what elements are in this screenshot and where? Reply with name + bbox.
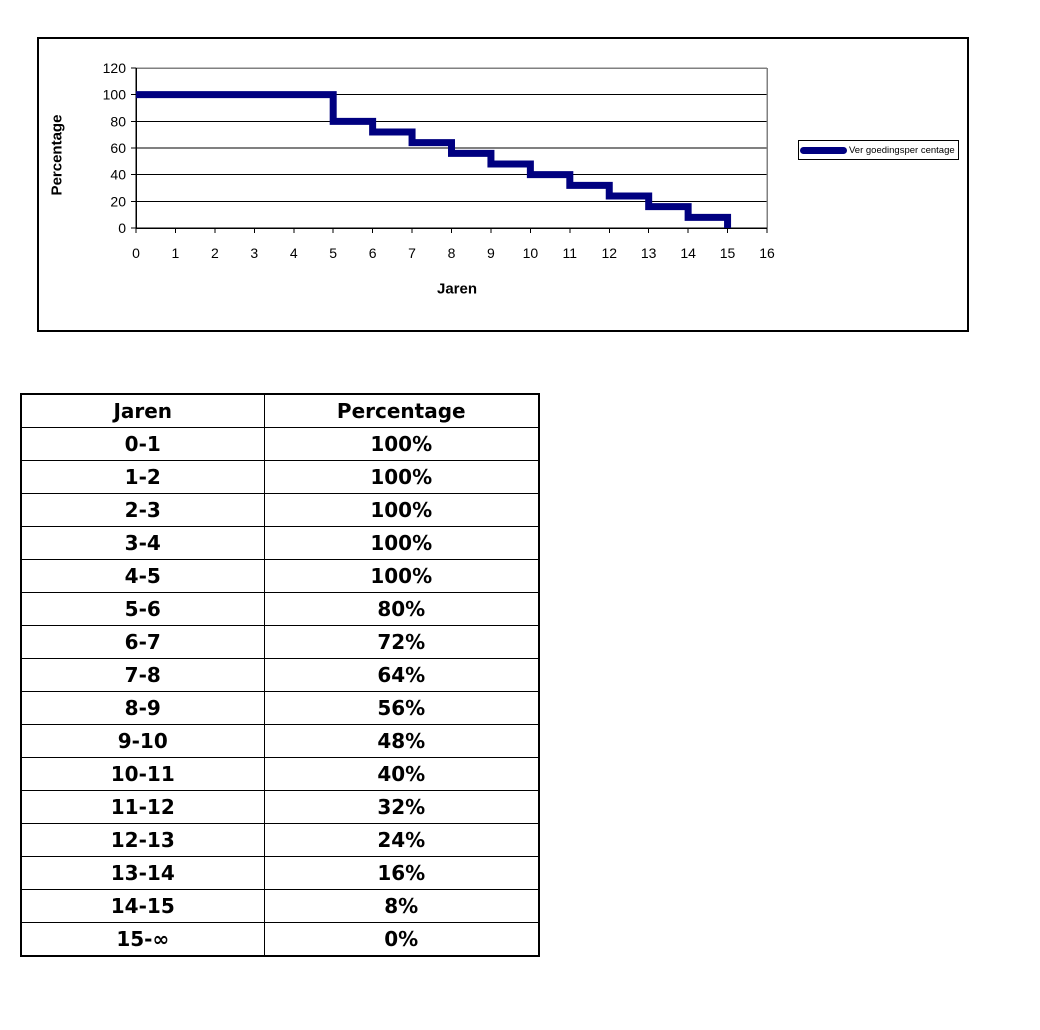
cell-jaren: 14-15 <box>20 889 265 923</box>
x-tick-label: 3 <box>250 245 258 261</box>
cell-jaren: 1-2 <box>20 460 265 494</box>
cell-percentage: 72% <box>263 625 540 659</box>
x-axis-title: Jaren <box>436 280 478 298</box>
cell-jaren: 15-∞ <box>20 922 265 957</box>
table-row: 2-3 100% <box>20 493 540 527</box>
y-axis-title: Percentage <box>48 114 66 196</box>
x-tick-label: 16 <box>759 245 775 261</box>
table-row: 13-14 16% <box>20 856 540 890</box>
table-header-jaren: Jaren <box>20 393 265 428</box>
series-step-line <box>136 91 732 228</box>
cell-percentage: 100% <box>263 427 540 461</box>
x-tick-label: 8 <box>448 245 456 261</box>
table-row: 14-15 8% <box>20 889 540 923</box>
cell-percentage: 0% <box>263 922 540 957</box>
cell-jaren: 4-5 <box>20 559 265 593</box>
cell-percentage: 24% <box>263 823 540 857</box>
table-row: 5-6 80% <box>20 592 540 626</box>
x-tick-label: 13 <box>641 245 657 261</box>
x-tick-label: 2 <box>211 245 219 261</box>
table-row: 3-4 100% <box>20 526 540 560</box>
x-tick-label: 7 <box>408 245 416 261</box>
x-tick-label: 4 <box>290 245 298 261</box>
table-body: 0-1 100% 1-2 100% 2-3 100% 3-4 100% 4-5 100% 5-6 80… <box>20 427 540 957</box>
cell-jaren: 2-3 <box>20 493 265 527</box>
cell-jaren: 11-12 <box>20 790 265 824</box>
table-row: 4-5 100% <box>20 559 540 593</box>
y-tick-label: 80 <box>110 113 126 129</box>
table-row: 9-10 48% <box>20 724 540 758</box>
cell-percentage: 100% <box>263 526 540 560</box>
cell-jaren: 0-1 <box>20 427 265 461</box>
x-tick-label: 10 <box>523 245 539 261</box>
cell-percentage: 100% <box>263 493 540 527</box>
cell-jaren: 7-8 <box>20 658 265 692</box>
cell-percentage: 64% <box>263 658 540 692</box>
y-tick-label: 20 <box>110 193 126 209</box>
cell-jaren: 13-14 <box>20 856 265 890</box>
y-tick-label: 0 <box>118 220 126 236</box>
y-tick-label: 40 <box>110 167 126 183</box>
table-row: 7-8 64% <box>20 658 540 692</box>
table-header-row: Jaren Percentage <box>20 393 540 428</box>
x-tick-label: 15 <box>720 245 736 261</box>
x-tick-label: 12 <box>601 245 617 261</box>
x-tick-label: 9 <box>487 245 495 261</box>
cell-jaren: 10-11 <box>20 757 265 791</box>
x-tick-label: 14 <box>680 245 696 261</box>
cell-jaren: 9-10 <box>20 724 265 758</box>
cell-jaren: 12-13 <box>20 823 265 857</box>
cell-jaren: 6-7 <box>20 625 265 659</box>
legend-line-marker-icon <box>800 146 847 154</box>
cell-percentage: 16% <box>263 856 540 890</box>
chart-container: 0 20 40 60 80 100 120 0 1 2 3 4 5 6 7 8 9 10 11 12 13 14 15 16 … <box>37 37 969 332</box>
jaren-percentage-table: Jaren Percentage 0-1 100% 1-2 100% 2-3 100% 3-… <box>20 393 540 957</box>
y-tick-label: 60 <box>110 140 126 156</box>
cell-percentage: 80% <box>263 592 540 626</box>
cell-percentage: 56% <box>263 691 540 725</box>
table-row: 1-2 100% <box>20 460 540 494</box>
table-row: 0-1 100% <box>20 427 540 461</box>
legend-box: Ver goedingsper centage <box>798 140 959 160</box>
table-row: 11-12 32% <box>20 790 540 824</box>
x-tick-label: 0 <box>132 245 140 261</box>
cell-percentage: 8% <box>263 889 540 923</box>
table-row: 8-9 56% <box>20 691 540 725</box>
cell-jaren: 8-9 <box>20 691 265 725</box>
cell-percentage: 100% <box>263 460 540 494</box>
x-tick-label: 6 <box>369 245 377 261</box>
y-tick-label: 120 <box>103 60 127 76</box>
cell-percentage: 40% <box>263 757 540 791</box>
cell-percentage: 100% <box>263 559 540 593</box>
table-row: 10-11 40% <box>20 757 540 791</box>
x-tick-label: 11 <box>563 245 578 261</box>
legend-label: Ver goedingsper centage <box>849 144 955 156</box>
cell-percentage: 48% <box>263 724 540 758</box>
x-tick-label: 5 <box>329 245 337 261</box>
cell-percentage: 32% <box>263 790 540 824</box>
table-row: 6-7 72% <box>20 625 540 659</box>
table-row: 12-13 24% <box>20 823 540 857</box>
x-tick-label: 1 <box>172 245 180 261</box>
y-tick-label: 100 <box>103 87 127 103</box>
table-row: 15-∞ 0% <box>20 922 540 957</box>
cell-jaren: 3-4 <box>20 526 265 560</box>
table-header-percentage: Percentage <box>263 393 540 428</box>
cell-jaren: 5-6 <box>20 592 265 626</box>
